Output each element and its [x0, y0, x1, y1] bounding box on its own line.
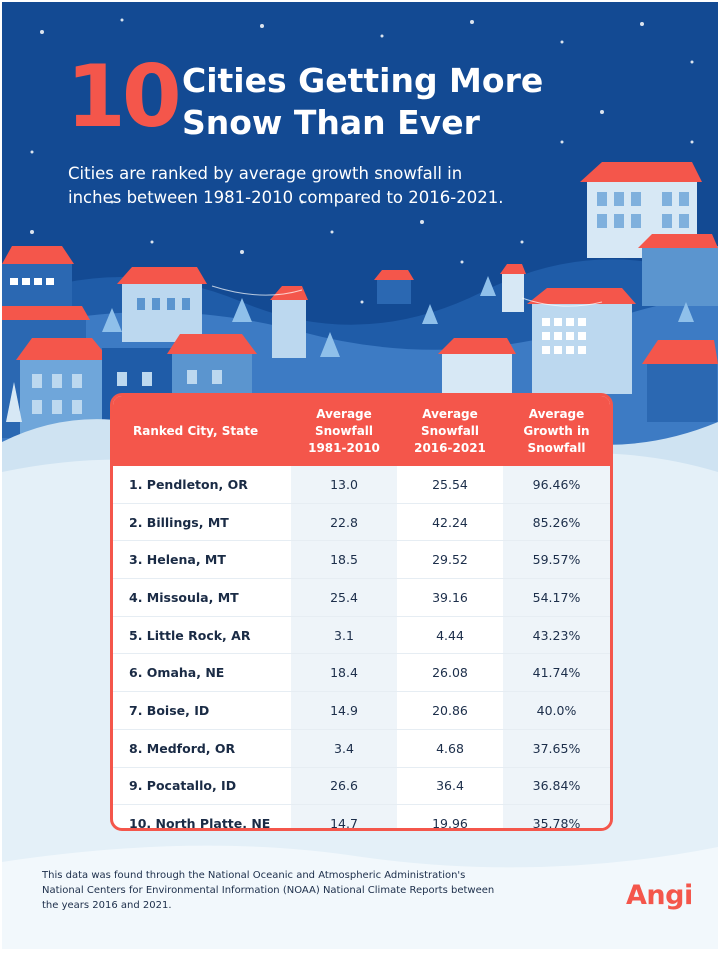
- cell-snowfall-old: 3.4: [291, 729, 397, 768]
- footnote-line-3: the years 2016 and 2021.: [42, 900, 172, 911]
- cell-snowfall-new: 20.86: [397, 691, 503, 730]
- table-header-row: Ranked City, State Average Snowfall 1981…: [113, 396, 610, 466]
- cell-snowfall-new: 36.4: [397, 767, 503, 806]
- cell-snowfall-old: 14.7: [291, 804, 397, 828]
- cell-snowfall-old: 13.0: [291, 466, 397, 504]
- cell-city: 7. Boise, ID: [113, 691, 291, 730]
- cell-snowfall-new: 19.96: [432, 816, 468, 831]
- cell-snowfall-old: 22.8: [291, 503, 397, 542]
- table-row: 7. Boise, ID 14.9 20.86 40.0%: [113, 691, 610, 730]
- headline-title: Cities Getting More Snow Than Ever: [182, 60, 543, 144]
- cell-growth: 54.17%: [503, 578, 610, 617]
- cell-snowfall-new: 25.54: [397, 466, 503, 504]
- cell-snowfall-new: 4.44: [397, 616, 503, 655]
- column-header-snowfall-2016-2021: Average Snowfall 2016-2021: [397, 396, 503, 466]
- cell-snowfall-new: 29.52: [397, 540, 503, 580]
- table-row: 4. Missoula, MT 25.4 39.16 54.17%: [113, 578, 610, 617]
- cell-growth: 40.0%: [503, 691, 610, 730]
- cell-city: 9. Pocatallo, ID: [113, 767, 291, 806]
- headline-subtitle: Cities are ranked by average growth snow…: [68, 162, 538, 210]
- cell-snowfall-old: 18.4: [291, 653, 397, 693]
- cell-snowfall-old: 25.4: [291, 578, 397, 617]
- table-row: 6. Omaha, NE 18.4 26.08 41.74%: [113, 653, 610, 693]
- title-line-1: Cities Getting More: [182, 61, 544, 100]
- table-row: 9. Pocatallo, ID 26.6 36.4 36.84%: [113, 767, 610, 806]
- ranking-table-card: Ranked City, State Average Snowfall 1981…: [110, 393, 613, 831]
- cell-growth: 59.57%: [503, 540, 610, 580]
- cell-growth: 35.78%: [503, 804, 610, 828]
- cell-city: 4. Missoula, MT: [113, 578, 291, 617]
- cell-snowfall-new: 42.24: [397, 503, 503, 542]
- cell-city: 5. Little Rock, AR: [113, 616, 291, 655]
- table-row: 8. Medford, OR 3.4 4.68 37.65%: [113, 729, 610, 768]
- cell-snowfall-new: 39.16: [397, 578, 503, 617]
- subtitle-line-1: Cities are ranked by average growth snow…: [68, 164, 463, 183]
- cell-city: 3. Helena, MT: [113, 540, 291, 580]
- title-line-2: Snow Than Ever: [182, 103, 480, 142]
- cell-city: 1. Pendleton, OR: [113, 466, 291, 504]
- ranking-table: Ranked City, State Average Snowfall 1981…: [113, 396, 610, 831]
- cell-growth: 36.84%: [503, 767, 610, 806]
- footnote-line-2: National Centers for Environmental Infor…: [42, 885, 495, 896]
- cell-snowfall-old: 18.5: [291, 540, 397, 580]
- cell-city: 8. Medford, OR: [113, 729, 291, 768]
- cell-growth: 43.23%: [503, 616, 610, 655]
- cell-snowfall-old: 26.6: [291, 767, 397, 806]
- column-header-growth: Average Growth in Snowfall: [503, 396, 610, 466]
- column-header-city: Ranked City, State: [113, 396, 291, 466]
- cell-snowfall-new: 4.68: [397, 729, 503, 768]
- cell-growth: 85.26%: [503, 503, 610, 542]
- headline-number: 10: [66, 47, 182, 147]
- table-row: 1. Pendleton, OR 13.0 25.54 96.46%: [113, 466, 610, 504]
- source-footnote: This data was found through the National…: [42, 868, 522, 913]
- table-row: 3. Helena, MT 18.5 29.52 59.57%: [113, 540, 610, 580]
- cell-snowfall-new: 26.08: [397, 653, 503, 693]
- footnote-line-1: This data was found through the National…: [42, 870, 466, 881]
- subtitle-line-2: inches between 1981-2010 compared to 201…: [68, 188, 504, 207]
- column-header-snowfall-1981-2010: Average Snowfall 1981-2010: [291, 396, 397, 466]
- table-row: 10. North Platte, NE 14.7 19.96 35.78%: [113, 804, 610, 831]
- angi-logo: Angi: [626, 880, 693, 911]
- cell-growth: 37.65%: [503, 729, 610, 768]
- cell-growth: 41.74%: [503, 653, 610, 693]
- table-row: 5. Little Rock, AR 3.1 4.44 43.23%: [113, 616, 610, 655]
- table-row: 2. Billings, MT 22.8 42.24 85.26%: [113, 503, 610, 542]
- cell-city: 2. Billings, MT: [113, 503, 291, 542]
- cell-snowfall-old: 3.1: [291, 616, 397, 655]
- cell-snowfall-old: 14.9: [291, 691, 397, 730]
- cell-city: 6. Omaha, NE: [113, 653, 291, 693]
- cell-city: 10. North Platte, NE: [129, 816, 271, 831]
- cell-growth: 96.46%: [503, 466, 610, 504]
